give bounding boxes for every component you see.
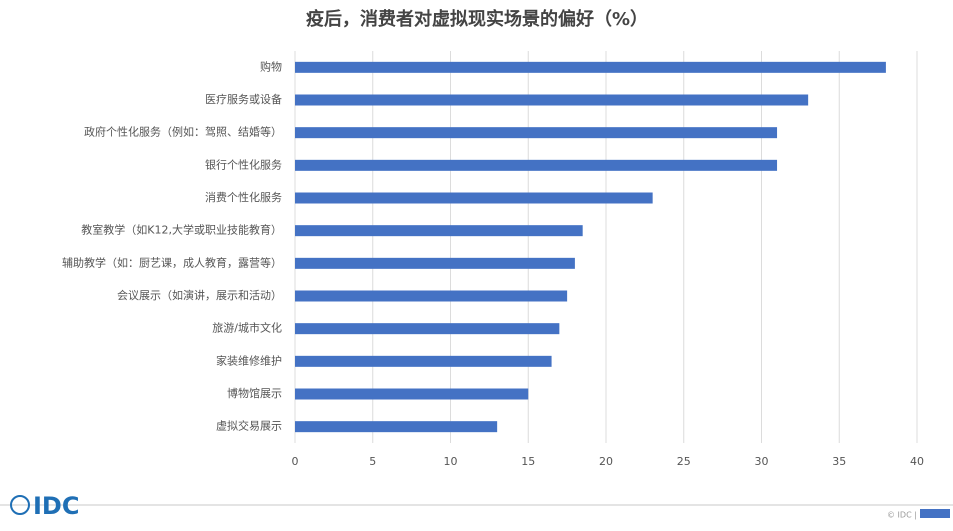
y-tick-label: 教室教学（如K12,大学或职业技能教育） [81,223,282,237]
y-tick-label: 消费个性化服务 [205,190,282,204]
y-tick-label: 虚拟交易展示 [216,419,282,433]
y-tick-label: 购物 [260,59,282,73]
x-tick-label: 25 [677,455,691,468]
bar [295,225,583,237]
bar [295,290,568,302]
bar [295,421,498,433]
copyright: © IDC | [887,511,917,520]
chart-title: 疫后，消费者对虚拟现实场景的偏好（%） [306,8,648,30]
bar [295,388,529,400]
y-tick-label: 旅游/城市文化 [212,321,282,335]
y-tick-label: 银行个性化服务 [205,157,282,171]
logo: IDC [33,492,79,520]
bar [295,159,778,171]
x-tick-label: 20 [599,455,613,468]
bar [295,192,653,204]
x-tick-label: 35 [832,455,846,468]
y-tick-label: 家装维修维护 [216,353,282,367]
x-tick-label: 5 [369,455,376,468]
x-tick-label: 15 [521,455,535,468]
y-tick-label: 辅助教学（如：厨艺课，成人教育，露营等） [62,255,282,269]
x-tick-label: 30 [755,455,769,468]
x-tick-label: 10 [444,455,458,468]
logo-icon [10,495,30,515]
y-tick-label: 博物馆展示 [227,386,282,400]
bar [295,127,778,139]
y-tick-label: 政府个性化服务（例如：驾照、结婚等） [84,125,282,139]
bar [295,61,886,73]
bar [295,94,809,106]
bar [295,257,575,269]
bar [295,323,560,335]
footer-bar [920,509,950,518]
x-tick-label: 0 [292,455,299,468]
bar [295,355,552,367]
y-tick-label: 会议展示（如演讲，展示和活动） [117,288,282,302]
x-tick-label: 40 [910,455,924,468]
y-tick-label: 医疗服务或设备 [205,92,282,106]
